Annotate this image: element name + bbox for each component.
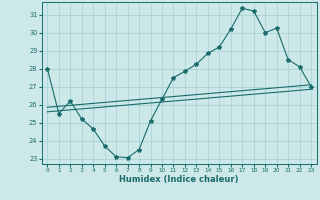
X-axis label: Humidex (Indice chaleur): Humidex (Indice chaleur) [119, 175, 239, 184]
